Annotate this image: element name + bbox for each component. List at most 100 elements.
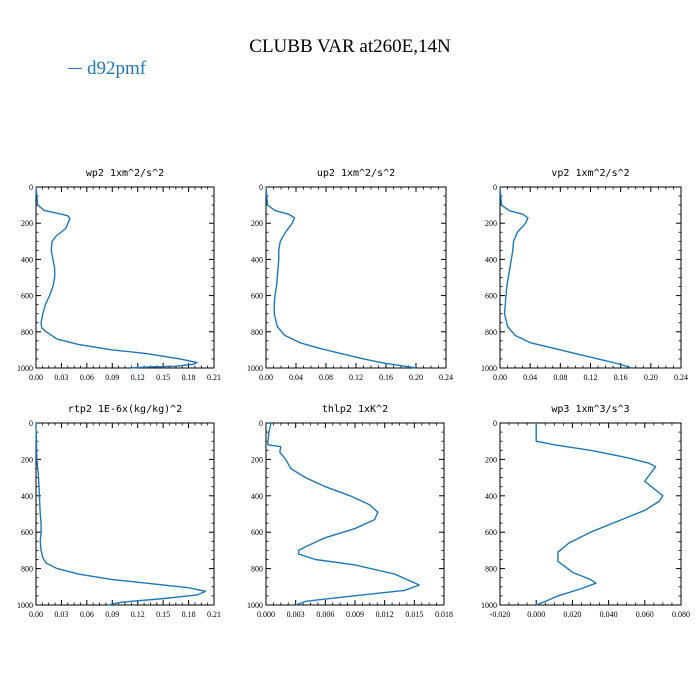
panel-4: rtp2 1E-6x(kg/kg)^2 0.00 0.03 0.06 0.09 0.12 0…: [17, 404, 221, 619]
x-tick-label: 0.12: [584, 373, 598, 382]
panel-title: up2 1xm^2/s^2: [317, 168, 395, 179]
y-tick-label: 0: [259, 183, 263, 192]
y-tick-label: 400: [21, 492, 33, 501]
x-tick-label: 0.020: [563, 610, 581, 619]
x-tick-label: 0.04: [289, 373, 303, 382]
x-tick-label: 0.060: [636, 610, 654, 619]
x-tick-label: 0.000: [257, 610, 275, 619]
x-tick-label: 0.015: [405, 610, 423, 619]
x-tick-label: 0.03: [54, 610, 68, 619]
x-tick-label: 0.12: [131, 610, 145, 619]
series-line-1: [267, 422, 420, 606]
legend: d92pmf: [68, 58, 146, 80]
x-tick-label: 0.21: [207, 610, 221, 619]
x-tick-label: 0.080: [672, 610, 690, 619]
x-tick-label: 0.00: [259, 373, 273, 382]
x-tick-label: 0.24: [439, 373, 453, 382]
x-tick-label: 0.009: [346, 610, 364, 619]
x-tick-label: 0.08: [553, 373, 567, 382]
y-tick-label: 800: [251, 328, 263, 337]
x-tick-label: 0.21: [207, 373, 221, 382]
panel-title: rtp2 1E-6x(kg/kg)^2: [68, 404, 182, 415]
series-line-1: [499, 186, 633, 369]
x-tick-label: 0.20: [644, 373, 658, 382]
x-tick-label: 0.09: [105, 373, 119, 382]
y-tick-label: 200: [485, 455, 497, 464]
x-tick-label: 0.040: [600, 610, 618, 619]
y-tick-label: 800: [485, 328, 497, 337]
panel-1: wp2 1xm^2/s^2 0.00 0.03 0.06 0.09 0.12 0.15 0.1…: [17, 168, 221, 382]
panel-title: thlp2 1xK^2: [322, 404, 388, 415]
y-tick-label: 1000: [17, 601, 33, 610]
y-tick-label: 800: [21, 565, 33, 574]
y-tick-label: 200: [251, 455, 263, 464]
x-tick-label: 0.04: [523, 373, 537, 382]
panel-5: thlp2 1xK^2 0.000 0.003 0.006 0.009 0.012 0.01…: [247, 404, 453, 619]
x-tick-label: 0.20: [409, 373, 423, 382]
y-tick-label: 1000: [17, 364, 33, 373]
legend-label: d92pmf: [87, 58, 147, 79]
y-tick-label: 0: [259, 419, 263, 428]
legend-line-swatch: [68, 68, 82, 70]
series-line-1: [265, 186, 417, 369]
y-tick-label: 800: [485, 565, 497, 574]
x-tick-label: 0.03: [54, 373, 68, 382]
x-tick-label: -0.020: [490, 610, 511, 619]
x-tick-label: 0.12: [131, 373, 145, 382]
x-tick-label: 0.09: [105, 610, 119, 619]
x-tick-label: 0.16: [614, 373, 628, 382]
plot-frame: [35, 422, 215, 606]
x-tick-label: 0.006: [316, 610, 334, 619]
panel-title: vp2 1xm^2/s^2: [551, 168, 629, 179]
y-tick-label: 600: [251, 528, 263, 537]
x-tick-label: 0.16: [379, 373, 393, 382]
y-tick-label: 200: [485, 219, 497, 228]
x-tick-label: 0.00: [29, 373, 43, 382]
x-tick-label: 0.018: [435, 610, 453, 619]
y-tick-label: 600: [251, 292, 263, 301]
x-tick-label: 0.18: [182, 373, 196, 382]
plot-frame: [265, 422, 445, 606]
x-tick-label: 0.012: [376, 610, 394, 619]
panel-2: up2 1xm^2/s^2 0.00 0.04 0.08 0.12 0.16 0.20 0.2…: [247, 168, 453, 382]
y-tick-label: 400: [21, 255, 33, 264]
y-tick-label: 400: [485, 492, 497, 501]
panel-title: wp2 1xm^2/s^2: [86, 168, 164, 179]
x-tick-label: 0.08: [319, 373, 333, 382]
x-tick-label: 0.18: [182, 610, 196, 619]
figure-title: CLUBB VAR at260E,14N: [249, 36, 451, 57]
y-tick-label: 0: [493, 419, 497, 428]
x-tick-label: 0.12: [349, 373, 363, 382]
series-line-1: [35, 422, 207, 606]
y-tick-label: 1000: [481, 601, 497, 610]
panel-title: wp3 1xm^3/s^3: [551, 404, 629, 415]
y-tick-label: 600: [485, 528, 497, 537]
y-tick-label: 800: [21, 328, 33, 337]
x-tick-label: 0.00: [493, 373, 507, 382]
y-tick-label: 1000: [481, 364, 497, 373]
y-tick-label: 0: [29, 183, 33, 192]
panel-6: wp3 1xm^3/s^3 -0.020 0.000 0.020 0.040 0.060 0…: [481, 404, 690, 619]
y-tick-label: 0: [493, 183, 497, 192]
panel-3: vp2 1xm^2/s^2 0.00 0.04 0.08 0.12 0.16 0.20 0.2…: [481, 168, 688, 382]
y-tick-label: 600: [21, 528, 33, 537]
x-tick-label: 0.000: [527, 610, 545, 619]
y-tick-label: 1000: [247, 364, 263, 373]
x-tick-label: 0.15: [156, 373, 170, 382]
x-tick-label: 0.15: [156, 610, 170, 619]
y-tick-label: 200: [21, 219, 33, 228]
series-line-1: [35, 186, 198, 369]
y-tick-label: 400: [251, 492, 263, 501]
y-tick-label: 1000: [247, 601, 263, 610]
series-line-1: [535, 423, 664, 606]
plot-frame: [265, 186, 447, 369]
y-tick-label: 200: [21, 455, 33, 464]
y-tick-label: 400: [251, 255, 263, 264]
y-tick-label: 600: [21, 292, 33, 301]
x-tick-label: 0.00: [29, 610, 43, 619]
x-tick-label: 0.06: [80, 610, 94, 619]
x-tick-label: 0.24: [674, 373, 688, 382]
y-tick-label: 800: [251, 565, 263, 574]
x-tick-label: 0.003: [287, 610, 305, 619]
